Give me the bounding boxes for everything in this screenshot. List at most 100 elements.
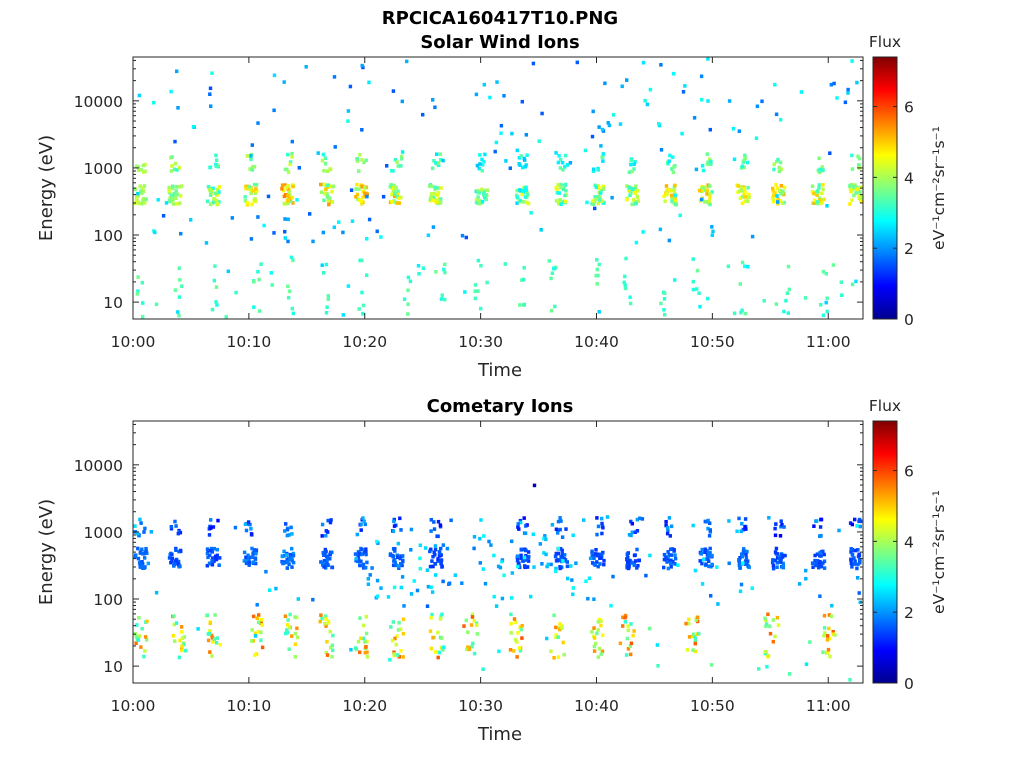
- heatmap-cell: [544, 552, 548, 557]
- heatmap-cell: [284, 522, 288, 526]
- heatmap-cell: [295, 635, 300, 640]
- heatmap-cell: [817, 183, 821, 187]
- heatmap-cell: [562, 557, 566, 561]
- heatmap-cell: [290, 634, 294, 638]
- heatmap-cell: [708, 202, 712, 207]
- heatmap-cell: [597, 198, 602, 202]
- heatmap-cell: [662, 308, 666, 312]
- heatmap-cell: [291, 560, 296, 565]
- heatmap-cell: [361, 562, 366, 567]
- heatmap-cell: [433, 187, 437, 192]
- heatmap-cell: [540, 562, 544, 566]
- heatmap-cell: [765, 664, 769, 669]
- heatmap-cell: [210, 636, 215, 640]
- heatmap-cell: [628, 644, 632, 648]
- heatmap-cell: [609, 603, 613, 608]
- heatmap-cell: [625, 636, 630, 641]
- heatmap-cell: [169, 525, 173, 529]
- heatmap-cell: [775, 615, 780, 620]
- heatmap-cell: [665, 525, 670, 530]
- heatmap-cell: [391, 89, 396, 93]
- heatmap-cell: [566, 576, 570, 581]
- heatmap-cell: [502, 573, 506, 578]
- heatmap-cell: [341, 313, 345, 317]
- heatmap-cell: [855, 80, 859, 85]
- heatmap-cell: [429, 615, 433, 620]
- heatmap-cell: [826, 647, 831, 652]
- heatmap-cell: [736, 190, 740, 194]
- heatmap-cell: [432, 192, 437, 196]
- heatmap-cell: [169, 560, 173, 565]
- heatmap-cell: [214, 285, 219, 289]
- heatmap-cell: [629, 162, 633, 167]
- heatmap-cell: [367, 217, 372, 222]
- heatmap-cell: [249, 532, 254, 536]
- heatmap-cell: [549, 308, 554, 313]
- heatmap-cell: [432, 196, 436, 200]
- heatmap-cell: [691, 279, 695, 284]
- heatmap-cell: [290, 558, 294, 563]
- heatmap-cell: [633, 160, 637, 164]
- heatmap-cell: [610, 195, 614, 200]
- heatmap-cell: [531, 61, 536, 66]
- heatmap-cell: [142, 184, 147, 188]
- heatmap-cell: [329, 518, 333, 522]
- heatmap-cell: [692, 116, 697, 120]
- heatmap-cell: [476, 190, 480, 195]
- heatmap-cell: [171, 202, 176, 206]
- heatmap-cell: [247, 184, 252, 189]
- heatmap-cell: [386, 595, 391, 599]
- y-axis-label: Energy (eV): [36, 499, 57, 605]
- heatmap-cell: [854, 279, 858, 284]
- heatmap-cell: [326, 294, 330, 298]
- heatmap-cell: [787, 287, 791, 292]
- heatmap-cell: [772, 162, 776, 166]
- heatmap-cell: [561, 187, 566, 192]
- heatmap-cell: [257, 309, 262, 313]
- y-tick-label: 10000: [74, 93, 123, 111]
- heatmap-cell: [396, 555, 400, 559]
- heatmap-cell: [599, 144, 603, 148]
- heatmap-cell: [428, 564, 433, 569]
- heatmap-cell: [399, 585, 403, 590]
- heatmap-cell: [212, 546, 216, 551]
- heatmap-cell: [662, 565, 666, 570]
- heatmap-cell: [559, 186, 563, 190]
- heatmap-cell: [322, 271, 326, 275]
- heatmap-cell: [388, 553, 393, 557]
- heatmap-cell: [633, 202, 637, 206]
- heatmap-cell: [804, 576, 808, 581]
- heatmap-cell: [495, 80, 499, 84]
- heatmap-cell: [392, 190, 397, 194]
- heatmap-cell: [316, 151, 320, 155]
- heatmap-cell: [170, 556, 175, 561]
- heatmap-cell: [698, 304, 702, 309]
- heatmap-cell: [601, 159, 605, 163]
- heatmap-cell: [247, 558, 251, 562]
- heatmap-cell: [555, 559, 559, 563]
- heatmap-cell: [554, 625, 558, 630]
- heatmap-cell: [167, 198, 172, 202]
- heatmap-cell: [295, 626, 299, 631]
- heatmap-cell: [701, 557, 706, 562]
- heatmap-cell: [850, 522, 854, 527]
- heatmap-cell: [138, 201, 142, 206]
- heatmap-cell: [174, 621, 179, 625]
- heatmap-cell: [774, 183, 778, 187]
- heatmap-cell: [291, 258, 295, 263]
- heatmap-cell: [710, 225, 714, 229]
- heatmap-cell: [393, 561, 398, 565]
- heatmap-cell: [515, 201, 519, 205]
- heatmap-cell: [473, 296, 477, 301]
- heatmap-cell: [627, 533, 632, 537]
- heatmap-cell: [399, 157, 404, 161]
- heatmap-cell: [600, 531, 604, 536]
- heatmap-cell: [254, 551, 258, 556]
- heatmap-cell: [433, 562, 437, 566]
- heatmap-cell: [478, 536, 482, 541]
- heatmap-cell: [133, 187, 137, 191]
- heatmap-cell: [592, 649, 597, 653]
- heatmap-cell: [172, 562, 177, 566]
- heatmap-cell: [438, 152, 443, 156]
- heatmap-cell: [433, 547, 438, 552]
